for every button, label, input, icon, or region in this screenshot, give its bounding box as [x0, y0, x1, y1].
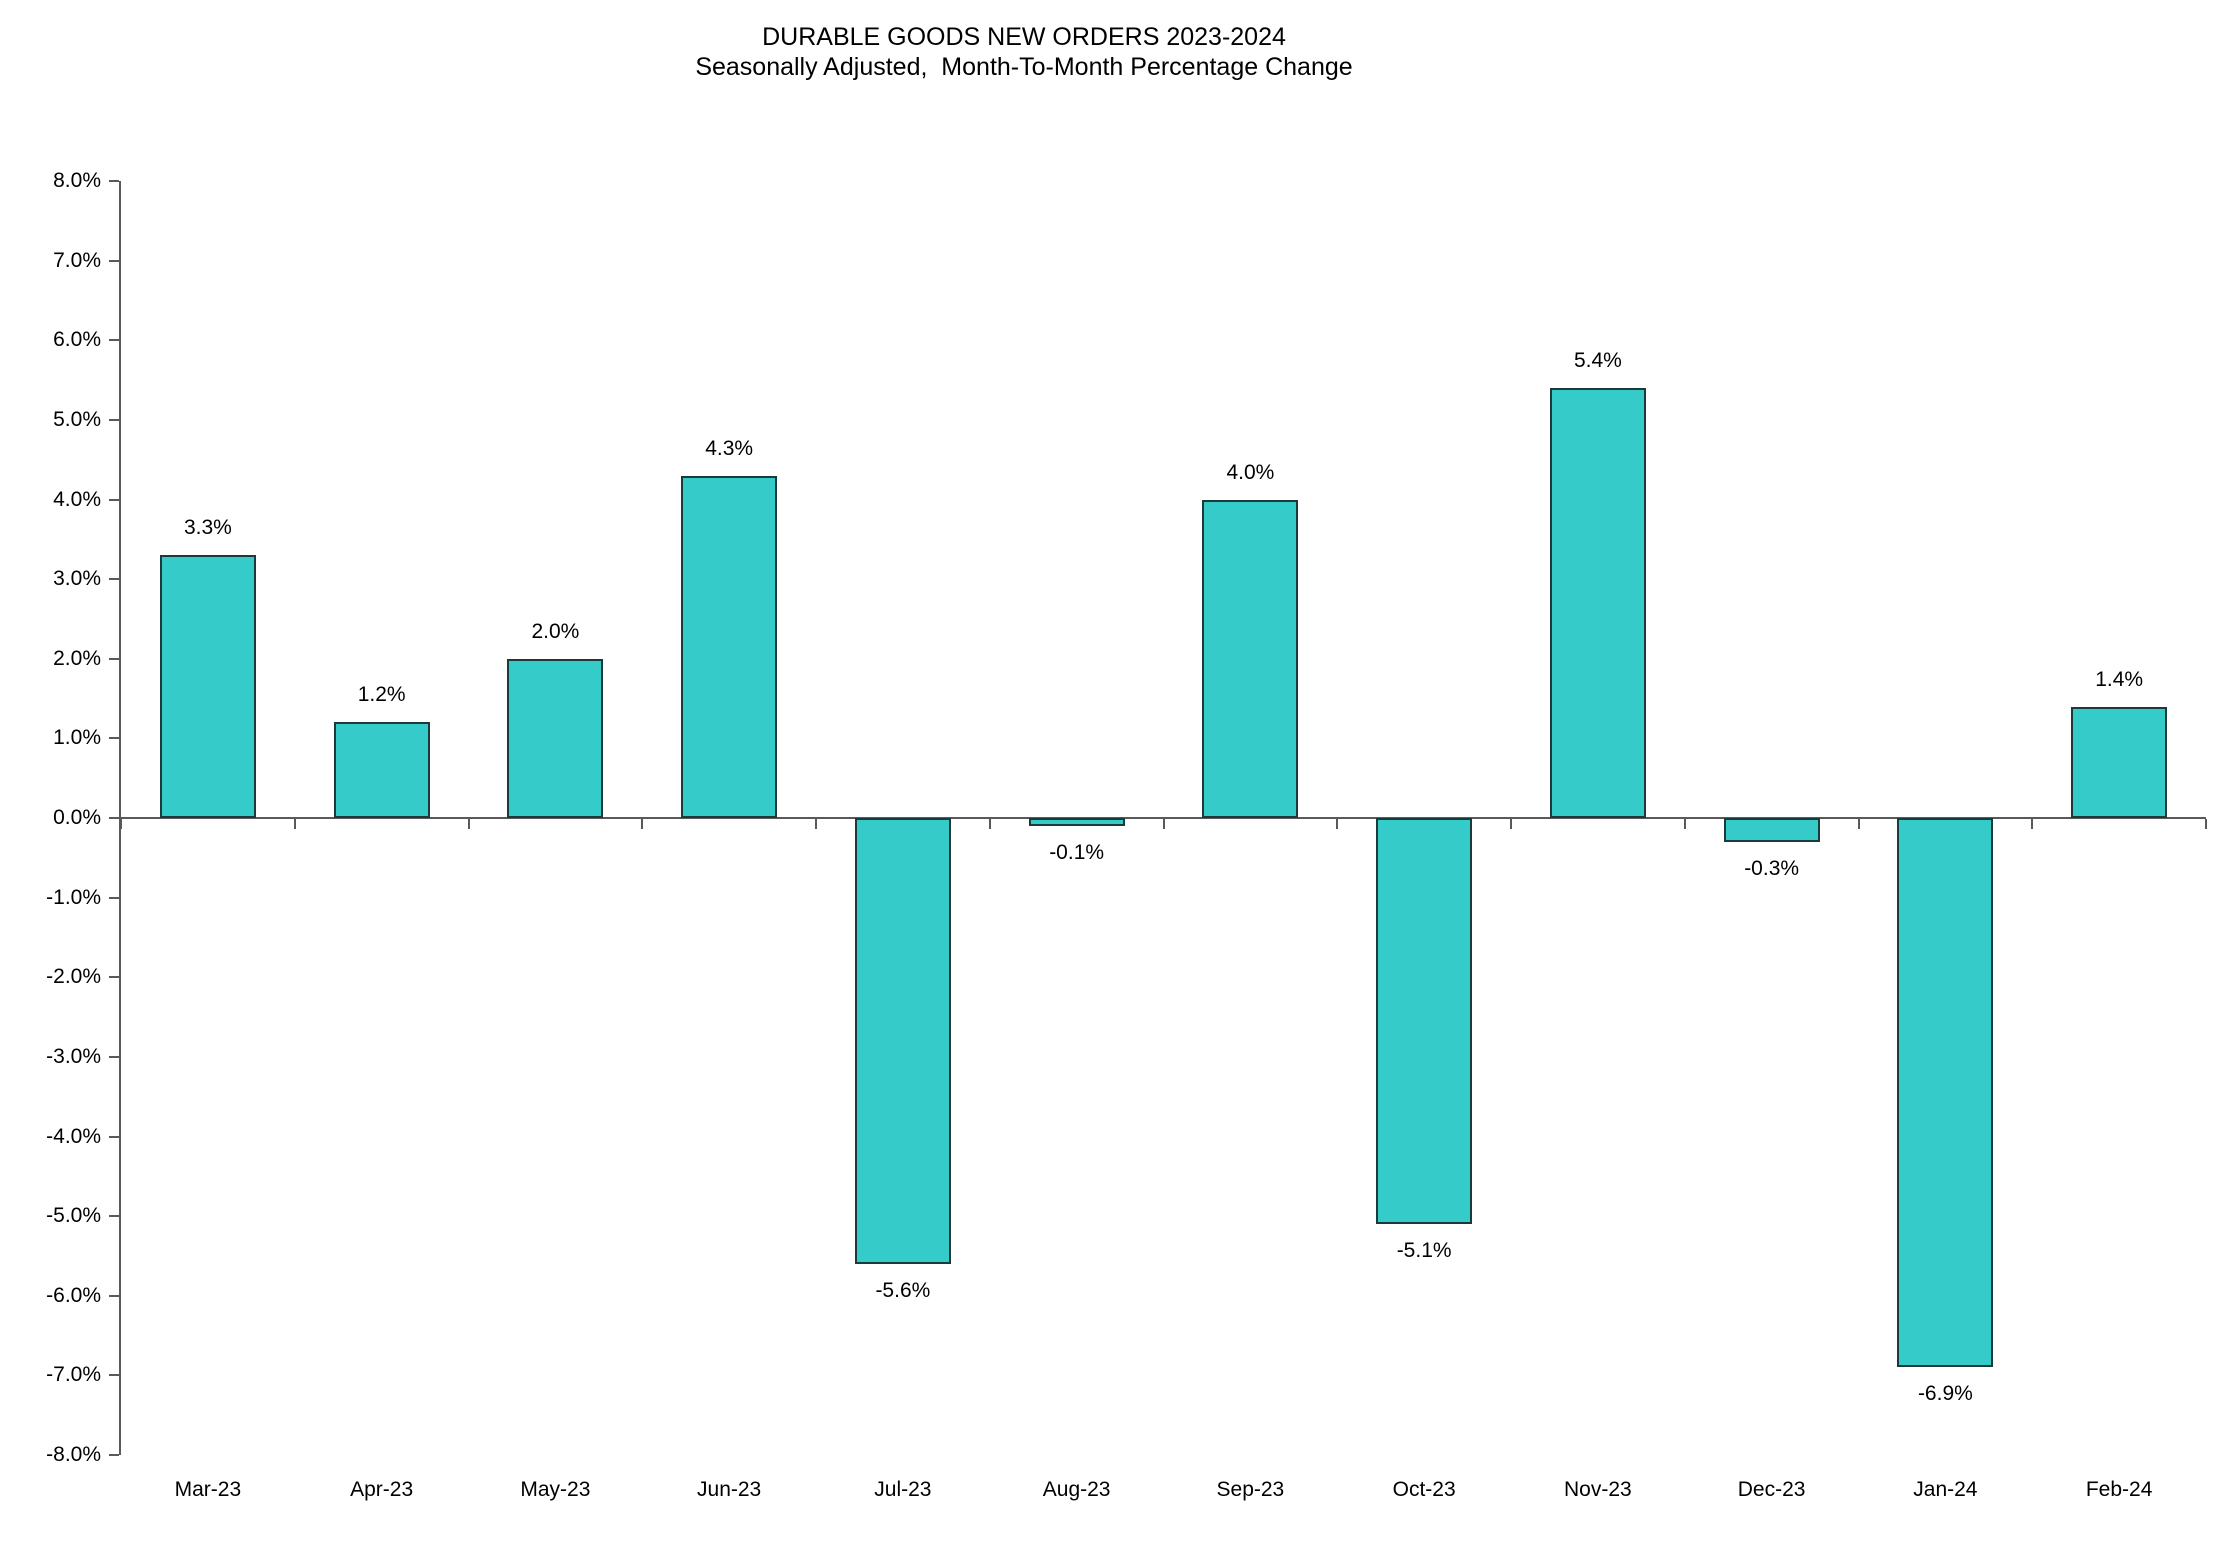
- category-boundary-tick: [815, 819, 817, 829]
- category-boundary-tick: [641, 819, 644, 829]
- y-axis-tick-label: -8.0%: [46, 1443, 101, 1466]
- x-axis-category-label: Jul-23: [874, 1478, 932, 1501]
- y-axis-tick: [109, 1215, 119, 1218]
- y-axis-tick-label: 7.0%: [53, 248, 101, 272]
- category-boundary-tick: [293, 819, 296, 829]
- y-axis-tick: [109, 498, 119, 501]
- bar-value-label: -5.6%: [875, 1278, 931, 1302]
- y-axis-tick: [109, 737, 119, 740]
- x-axis-category-label: Aug-23: [1042, 1478, 1111, 1501]
- bar: [1723, 818, 1820, 842]
- y-axis-tick: [109, 817, 119, 819]
- category-boundary-tick: [2205, 819, 2207, 829]
- category-boundary-tick: [120, 819, 122, 829]
- bar-value-label: -6.9%: [1917, 1382, 1973, 1406]
- y-axis-tick-label: 8.0%: [53, 169, 101, 192]
- y-axis-tick-label: 2.0%: [53, 646, 101, 670]
- y-axis-tick: [109, 657, 119, 660]
- x-axis-category-label: Feb-24: [2085, 1478, 2153, 1501]
- x-axis-zero-line: [119, 817, 2206, 819]
- bar: [159, 555, 256, 818]
- x-axis-category-label: Jun-23: [697, 1478, 762, 1501]
- x-axis-category-label: Jan-24: [1913, 1478, 1978, 1501]
- y-axis-tick-label: -5.0%: [46, 1204, 101, 1228]
- y-axis-tick-label: 4.0%: [53, 487, 101, 511]
- bar-value-label: 3.3%: [183, 516, 232, 540]
- x-axis-category-label: Mar-23: [174, 1478, 242, 1501]
- category-boundary-tick: [1510, 819, 1512, 829]
- bar-value-label: -0.3%: [1744, 856, 1800, 880]
- plot-area: 8.0% 7.0% 6.0% 5.0% 4.0% 3.0% 2.0% 1.0% 0.0% -1.0…: [46, 169, 2207, 1501]
- y-axis-tick-label: -2.0%: [46, 965, 101, 989]
- bar-value-label: 1.2%: [357, 683, 406, 707]
- bar-value-label: 5.4%: [1573, 349, 1622, 373]
- bar: [1376, 818, 1473, 1225]
- x-axis-category-label: Apr-23: [350, 1478, 414, 1501]
- y-axis-tick: [109, 896, 119, 899]
- x-axis-category-label: Nov-23: [1564, 1478, 1632, 1501]
- x-axis-category-label: Dec-23: [1737, 1478, 1806, 1501]
- category-boundary-tick: [2031, 819, 2034, 829]
- category-boundary-tick: [1162, 819, 1165, 829]
- bar-value-label: 4.3%: [705, 436, 754, 460]
- y-axis-tick: [109, 418, 119, 421]
- category-boundary-tick: [467, 819, 470, 829]
- bar-value-label: 4.0%: [1226, 460, 1275, 484]
- y-axis-tick: [109, 259, 119, 262]
- category-boundary-tick: [1857, 819, 1860, 829]
- y-axis-tick-label: 3.0%: [53, 567, 101, 591]
- category-boundary-tick: [988, 819, 991, 829]
- y-axis-tick: [109, 1135, 119, 1138]
- y-axis-tick: [109, 976, 119, 979]
- y-axis-tick-label: -3.0%: [46, 1044, 101, 1068]
- y-axis-tick-label: 1.0%: [53, 726, 101, 750]
- y-axis-tick: [109, 339, 119, 342]
- y-axis-tick: [109, 1374, 119, 1377]
- bar: [681, 475, 778, 818]
- bar: [2071, 706, 2168, 818]
- bar-value-label: -5.1%: [1396, 1239, 1452, 1263]
- y-axis-tick-label: -6.0%: [46, 1283, 101, 1307]
- x-axis-category-label: Oct-23: [1392, 1478, 1456, 1501]
- y-axis-tick-label: 0.0%: [53, 806, 101, 829]
- bar: [1549, 388, 1646, 818]
- y-axis-tick: [109, 180, 119, 182]
- bar: [1028, 818, 1125, 826]
- bar-value-label: -0.1%: [1049, 840, 1105, 864]
- y-axis-tick-label: -4.0%: [46, 1124, 101, 1148]
- y-axis-tick: [109, 1294, 119, 1297]
- y-axis-tick-label: 6.0%: [53, 328, 101, 352]
- bar-value-label: 1.4%: [2095, 667, 2144, 691]
- category-boundary-tick: [1683, 819, 1686, 829]
- chart-subtitle: Seasonally Adjusted, Month-To-Month Perc…: [695, 53, 1353, 81]
- bar: [854, 818, 951, 1264]
- bar: [1897, 818, 1994, 1368]
- y-axis-tick-label: 5.0%: [53, 407, 101, 431]
- y-axis-tick-label: -7.0%: [46, 1363, 101, 1387]
- category-boundary-tick: [1336, 819, 1339, 829]
- bar: [507, 658, 604, 818]
- chart-title: DURABLE GOODS NEW ORDERS 2023-2024: [762, 23, 1286, 51]
- bar-value-label: 2.0%: [531, 619, 580, 643]
- y-axis-tick: [109, 578, 119, 581]
- y-axis-tick: [109, 1055, 119, 1058]
- y-axis-tick-label: -1.0%: [46, 885, 101, 909]
- y-axis-tick: [109, 1454, 119, 1456]
- bar: [333, 722, 430, 818]
- chart-title-block: DURABLE GOODS NEW ORDERS 2023-2024 Seaso…: [0, 22, 2048, 82]
- x-axis-category-label: Sep-23: [1216, 1478, 1285, 1501]
- x-axis-category-label: May-23: [520, 1478, 591, 1501]
- bar: [1202, 499, 1299, 818]
